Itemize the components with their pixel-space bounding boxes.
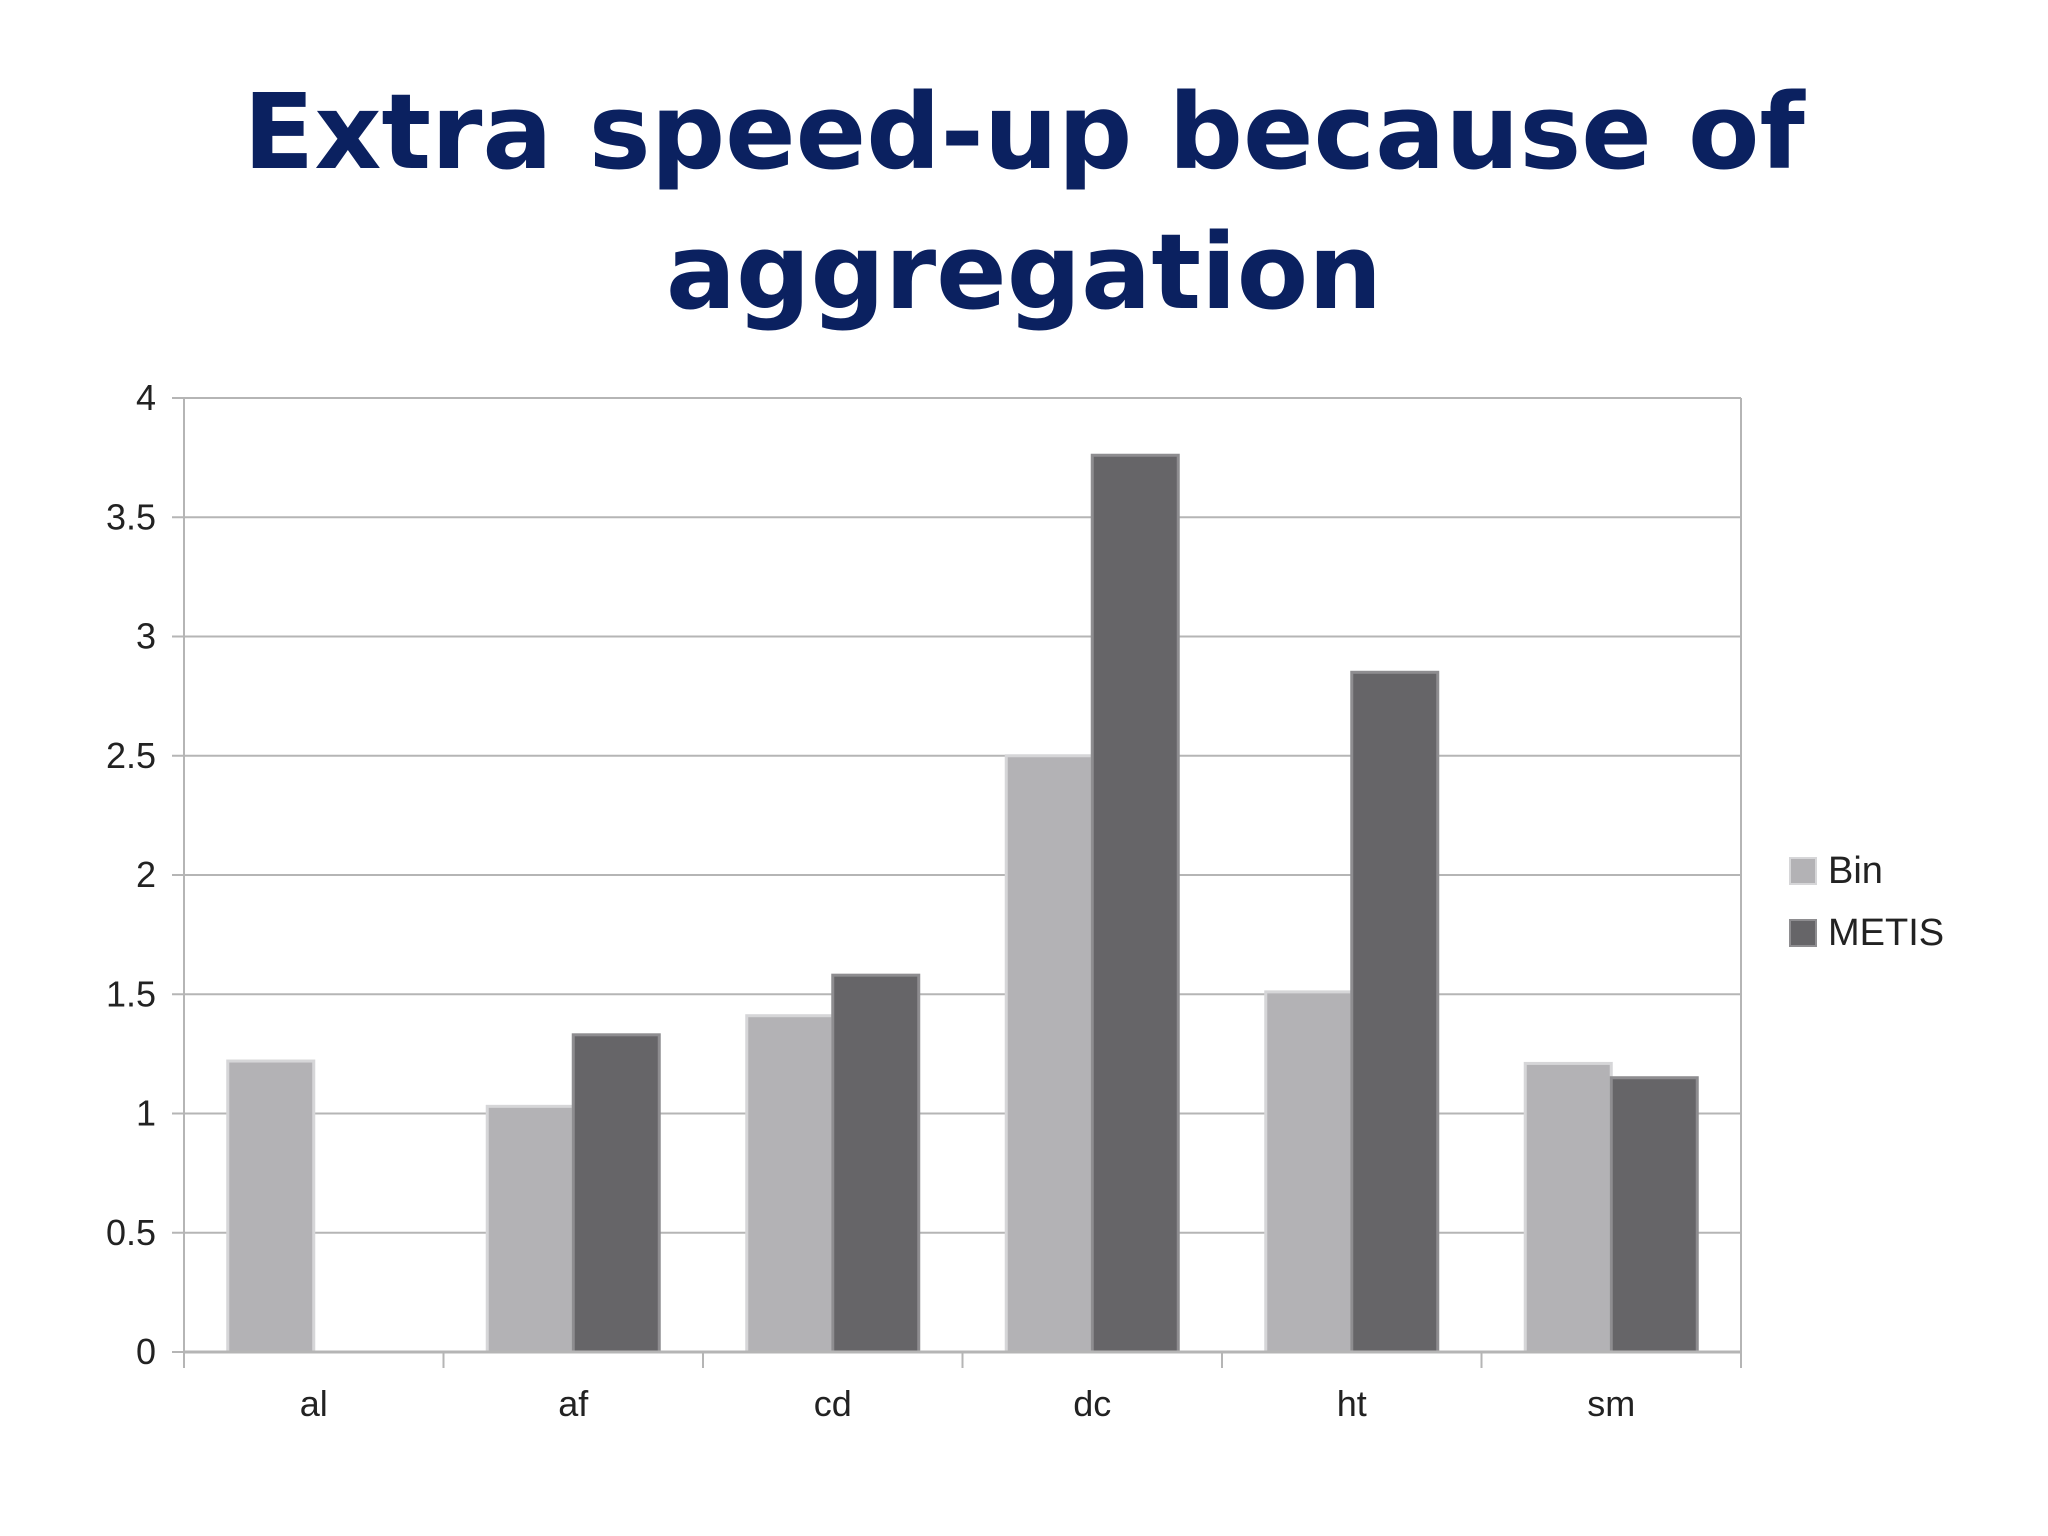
- y-tick-label-4: 2: [136, 854, 156, 895]
- x-tick-label-sm: sm: [1587, 1383, 1635, 1424]
- x-tick-label-cd: cd: [814, 1383, 852, 1424]
- legend-label-metis: METIS: [1828, 912, 1944, 954]
- legend-swatch-metis: [1789, 919, 1817, 947]
- x-tick-label-dc: dc: [1073, 1383, 1111, 1424]
- bar-metis-dc: [1090, 453, 1180, 1354]
- bar-metis-cd: [831, 973, 921, 1354]
- bar-bin-dc: [1004, 754, 1094, 1354]
- y-tick-label-2: 1: [136, 1093, 156, 1134]
- y-tick-label-7: 3.5: [106, 496, 156, 537]
- bar-bin-al: [226, 1059, 316, 1354]
- slide-title-line-1: Extra speed-up because of: [243, 71, 1805, 193]
- x-tick-label-al: al: [300, 1383, 328, 1424]
- y-tick-label-1: 0.5: [106, 1212, 156, 1253]
- bar-metis-af: [571, 1033, 661, 1354]
- legend-swatch-bin: [1789, 857, 1817, 885]
- bar-bin-af: [485, 1104, 575, 1354]
- slide-title-line-2: aggregation: [665, 211, 1383, 333]
- y-tick-label-8: 4: [136, 377, 156, 418]
- legend-label-bin: Bin: [1828, 850, 1883, 892]
- y-tick-label-3: 1.5: [106, 973, 156, 1014]
- x-tick-label-ht: ht: [1337, 1383, 1367, 1424]
- bar-metis-sm: [1609, 1076, 1699, 1354]
- bar-bin-sm: [1523, 1061, 1613, 1354]
- y-tick-label-6: 3: [136, 616, 156, 657]
- bar-bin-cd: [745, 1014, 835, 1354]
- bar-bin-ht: [1264, 990, 1354, 1354]
- bar-metis-ht: [1350, 670, 1440, 1354]
- slide-title: Extra speed-up because of aggregation: [0, 62, 2048, 342]
- y-tick-label-5: 2.5: [106, 735, 156, 776]
- x-tick-label-af: af: [558, 1383, 589, 1424]
- y-tick-label-0: 0: [136, 1331, 156, 1372]
